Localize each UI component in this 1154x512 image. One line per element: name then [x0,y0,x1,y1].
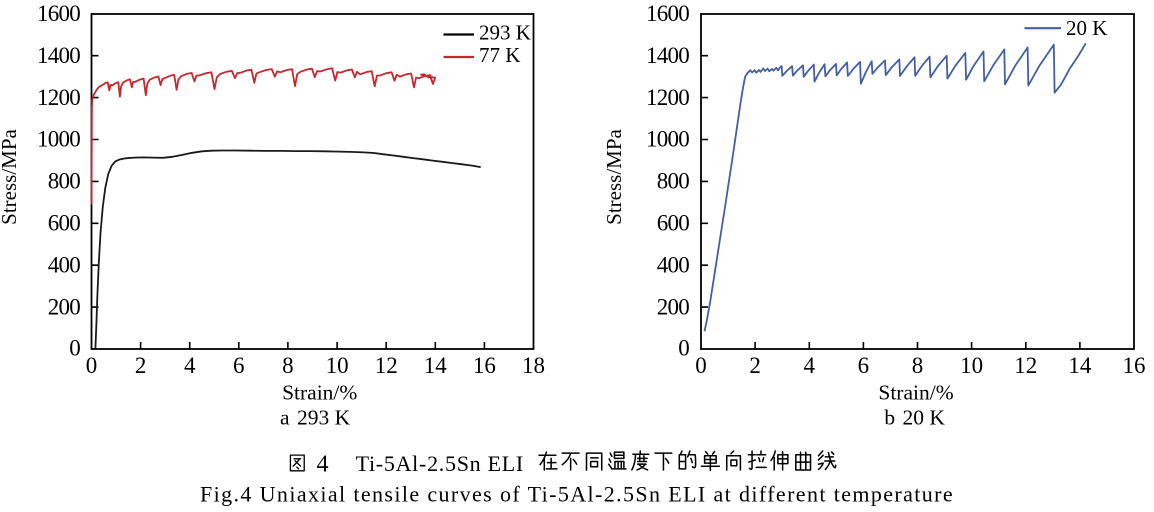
svg-text:18: 18 [522,353,545,378]
svg-text:10: 10 [960,353,983,378]
svg-text:1000: 1000 [646,127,689,152]
svg-text:1200: 1200 [37,85,80,110]
svg-text:0: 0 [86,353,98,378]
svg-text:12: 12 [375,353,398,378]
svg-text:0: 0 [678,336,689,361]
svg-text:400: 400 [657,252,690,277]
svg-text:6: 6 [233,353,245,378]
svg-text:293 K: 293 K [297,405,351,429]
svg-text:20 K: 20 K [903,405,946,429]
svg-text:Stress/MPa: Stress/MPa [602,128,626,224]
svg-text:2: 2 [135,353,147,378]
svg-text:1400: 1400 [37,43,80,68]
svg-text:1000: 1000 [37,127,80,152]
svg-text:14: 14 [1068,353,1092,378]
svg-text:1400: 1400 [646,43,689,68]
svg-text:800: 800 [48,169,81,194]
svg-text:400: 400 [48,252,81,277]
svg-text:12: 12 [1014,353,1037,378]
svg-text:16: 16 [1123,353,1146,378]
svg-text:200: 200 [48,294,81,319]
svg-text:Fig.4 Uniaxial tensile curves: Fig.4 Uniaxial tensile curves of Ti-5Al-… [200,482,954,507]
svg-text:14: 14 [424,353,448,378]
svg-text:4: 4 [184,353,196,378]
svg-text:a: a [280,405,290,429]
svg-text:0: 0 [69,336,80,361]
svg-text:b: b [884,405,895,429]
svg-text:1200: 1200 [646,85,689,110]
svg-text:2: 2 [749,353,761,378]
svg-text:4: 4 [317,452,329,478]
svg-text:1600: 1600 [37,1,80,26]
svg-text:600: 600 [657,211,690,236]
svg-text:1600: 1600 [646,1,689,26]
svg-text:200: 200 [657,294,690,319]
svg-text:77 K: 77 K [479,43,520,67]
svg-text:20 K: 20 K [1066,16,1107,40]
svg-text:0: 0 [695,353,707,378]
svg-text:8: 8 [282,353,294,378]
svg-text:Ti-5Al-2.5Sn ELI: Ti-5Al-2.5Sn ELI [356,451,524,476]
svg-text:600: 600 [48,211,81,236]
svg-text:800: 800 [657,169,690,194]
svg-text:293 K: 293 K [479,21,531,45]
svg-text:8: 8 [912,353,924,378]
svg-text:Strain/%: Strain/% [282,381,357,405]
svg-text:10: 10 [326,353,349,378]
svg-text:6: 6 [858,353,870,378]
svg-text:Strain/%: Strain/% [878,381,953,405]
svg-text:16: 16 [473,353,496,378]
svg-text:4: 4 [804,353,816,378]
svg-text:Stress/MPa: Stress/MPa [0,128,21,224]
